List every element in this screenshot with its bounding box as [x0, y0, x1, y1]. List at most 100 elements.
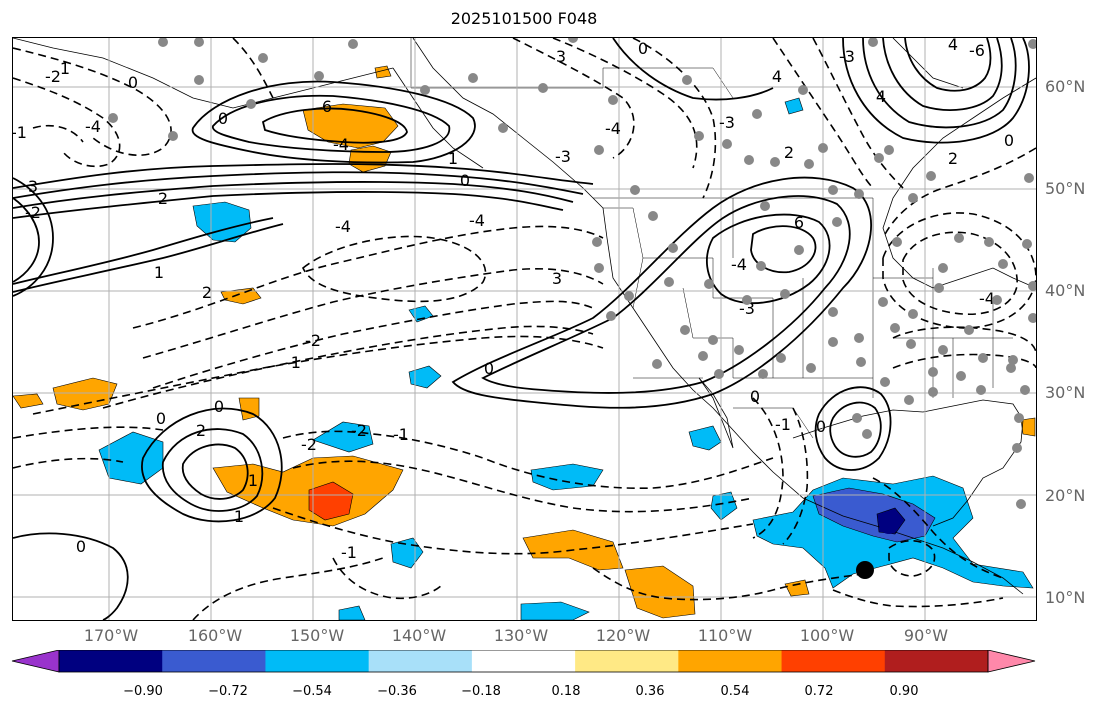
- subtrop-dash-8: [592, 567, 864, 601]
- jet-contour-4: [13, 190, 564, 219]
- gulf-high-2: [212, 94, 451, 153]
- pacific-trough-2: [142, 267, 604, 359]
- lon-label: 170°W: [83, 626, 139, 645]
- fill-orange-south-2: [624, 565, 696, 619]
- contour-label: -3: [555, 147, 571, 166]
- colorbar-outline: [58, 650, 989, 673]
- colorbar-segment: [265, 650, 370, 672]
- contour-label: 3: [552, 269, 562, 288]
- jet-contour-1: [13, 163, 594, 189]
- map-panel: 0 2 3 1 0 -4 6 -4 -4 -2 -1 0 -2 -4 -3 3 …: [12, 37, 1037, 621]
- contour-label: 3: [28, 177, 38, 196]
- contour-label: -2: [301, 435, 317, 454]
- colorbar: [11, 650, 1036, 673]
- fill-blue-baja: [688, 425, 722, 451]
- fill-orange-small: [348, 145, 392, 173]
- subtrop-dash-9: [232, 38, 274, 99]
- fill-orange-small-4: [374, 65, 392, 79]
- fill-blue-small-5: [710, 491, 738, 521]
- contour-label: -3: [839, 47, 855, 66]
- lon-label: 120°W: [595, 626, 651, 645]
- contour-label: -3: [739, 299, 755, 318]
- contour-label: 2: [784, 143, 794, 162]
- lon-label: 160°W: [187, 626, 243, 645]
- gulf-mex-contour-2: [829, 401, 882, 458]
- colorbar-extend-high: [987, 650, 1036, 673]
- us-ridge-1: [451, 176, 873, 409]
- coastlines: [13, 38, 1036, 595]
- subtrop-dash-5: [272, 507, 754, 555]
- colorbar-tick-label: −0.36: [377, 684, 417, 699]
- fill-orange-hawaii: [212, 455, 404, 527]
- fill-orange-west-2: [52, 377, 118, 411]
- fill-red-hawaii: [308, 481, 354, 521]
- colorbar-extend-low: [11, 650, 60, 673]
- contour-label: 0: [128, 73, 138, 92]
- map-canvas: 0 2 3 1 0 -4 6 -4 -4 -2 -1 0 -2 -4 -3 3 …: [13, 38, 1036, 620]
- contour-label: 0: [484, 359, 494, 378]
- contour-label: -4: [333, 135, 349, 154]
- east-trough-3: [882, 147, 1036, 239]
- bc-trough-3: [632, 38, 717, 199]
- colorbar-tick-label: 0.18: [551, 684, 581, 699]
- jet-contour-2: [13, 171, 584, 199]
- jet-contour-6: [13, 223, 284, 293]
- contour-label: 0: [750, 387, 760, 406]
- contour-label: 2: [196, 421, 206, 440]
- subtrop-dash-1: [13, 426, 164, 439]
- contour-label: 6: [794, 213, 804, 232]
- contour-label: 0: [156, 409, 166, 428]
- lon-label: 100°W: [799, 626, 855, 645]
- us-ridge-2: [481, 195, 851, 394]
- contour-label: 0: [214, 397, 224, 416]
- colorbar-segment: [471, 650, 576, 672]
- east-trough-2: [812, 38, 904, 189]
- gulf-small-low: [888, 539, 936, 577]
- fill-blue-hawaii-2: [312, 421, 374, 453]
- contour-label: -2: [25, 203, 41, 222]
- lon-label: 90°W: [903, 626, 949, 645]
- aleutian-dash-2: [13, 77, 121, 168]
- subtrop-dash-7: [332, 557, 444, 600]
- subtrop-dash-4: [292, 460, 754, 513]
- lon-label: 130°W: [493, 626, 549, 645]
- ne-high-1: [842, 38, 1030, 144]
- west-high-2: [13, 197, 40, 283]
- colorbar-tick-label: −0.90: [123, 684, 163, 699]
- contour-label: -4: [605, 119, 621, 138]
- caribbean-dash: [872, 477, 1004, 579]
- lat-label: 50°N: [1045, 179, 1086, 198]
- subtrop-dash-2: [13, 457, 124, 469]
- contour-label: -1: [775, 415, 791, 434]
- shaded-fills: [13, 65, 1036, 620]
- storm-marker-2: [879, 514, 899, 534]
- colorbar-segment: [884, 650, 989, 672]
- contour-label: 1: [154, 263, 164, 282]
- contour-label: 2: [948, 149, 958, 168]
- aleutian-dash-3: [32, 124, 84, 143]
- solid-contours: [13, 38, 1030, 620]
- colorbar-tick-label: 0.54: [720, 684, 750, 699]
- contour-label: 6: [322, 97, 332, 116]
- colorbar-segment: [575, 650, 679, 672]
- contour-label: 1: [60, 59, 70, 78]
- contour-label: -1: [341, 543, 357, 562]
- colorbar-segment: [162, 650, 266, 672]
- east-trough-5: [892, 353, 1036, 369]
- contour-label: -1: [393, 425, 409, 444]
- pacific-trough-5: [32, 335, 604, 415]
- contour-label: -1: [13, 123, 27, 142]
- lat-label: 60°N: [1045, 77, 1086, 96]
- lat-label: 30°N: [1045, 383, 1086, 402]
- ne-high-3: [882, 38, 1003, 111]
- ne-high-4: [904, 38, 992, 92]
- contour-label: 1: [448, 149, 458, 168]
- colorbar-segment: [781, 650, 886, 672]
- gulf-high-1: [191, 80, 476, 164]
- hawaii-low-1: [141, 407, 283, 523]
- lon-label: 140°W: [391, 626, 447, 645]
- colorbar-segment: [678, 650, 783, 672]
- contour-label: 0: [638, 39, 648, 58]
- colorbar-segment: [59, 650, 163, 672]
- aleutian-dash-1: [13, 47, 172, 156]
